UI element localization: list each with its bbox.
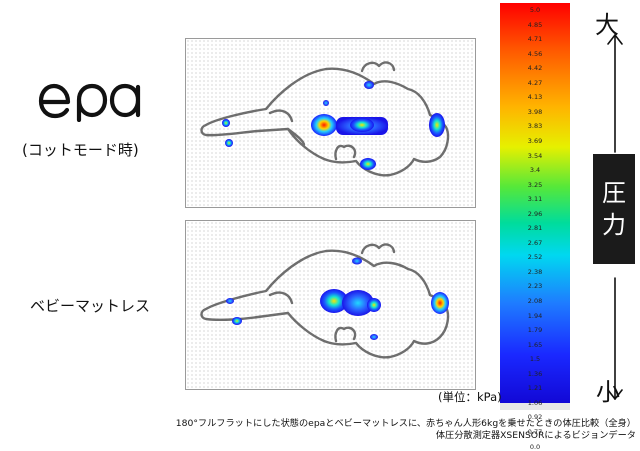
- colorbar-tick-label: 3.54: [527, 151, 543, 160]
- colorbar-tick-label: 3.25: [527, 180, 543, 189]
- colorbar-tick-label: 5.0: [529, 6, 541, 14]
- colorbar-tick-label: 2.67: [527, 238, 543, 247]
- colorbar-tick-label: 1.36: [527, 369, 543, 378]
- pressure-char-2: 力: [602, 211, 626, 239]
- colorbar-tick-label: 0.77: [527, 427, 543, 436]
- colorbar-tick-label: 1.79: [527, 326, 543, 335]
- pressure-blobs: [222, 81, 445, 170]
- colorbar-tick-label: 0.92: [527, 413, 543, 422]
- baby-mattress-label: ベビーマットレス: [30, 297, 151, 315]
- colorbar-tick-label: 4.13: [527, 93, 543, 102]
- epa-logo: [38, 83, 141, 122]
- colorbar-tick-label: 0.0: [529, 442, 541, 451]
- colorbar-tick-label: 4.85: [527, 20, 543, 29]
- colorbar-tick-label: 2.38: [527, 267, 543, 276]
- colorbar-tick-label: 2.81: [527, 224, 543, 233]
- doll-outline: [200, 243, 450, 359]
- colorbar-tick-label: 4.71: [527, 35, 543, 44]
- caption-line-1: 180°フルフラットにした状態のepaとベビーマットレスに、赤ちゃん人形6kgを…: [175, 418, 636, 429]
- colorbar-tick-label: 3.69: [527, 136, 543, 145]
- pressure-char-1: 圧: [602, 178, 626, 207]
- colorbar-tick-label: 2.23: [527, 282, 543, 291]
- colorbar-tick-label: 4.27: [527, 78, 543, 87]
- low-label: 小: [596, 378, 620, 406]
- colorbar-gradient: [500, 3, 570, 403]
- colorbar-tick-label: 1.5: [529, 355, 541, 364]
- colorbar: 5.0 4.85 4.71 4.56 4.42 4.27 4.13 3.98 3.83 3.69 3…: [500, 3, 570, 451]
- colorbar-tick-label: 4.42: [527, 64, 543, 73]
- colorbar-tick-label: 2.96: [527, 209, 543, 218]
- caption: 180°フルフラットにした状態のepaとベビーマットレスに、赤ちゃん人形6kgを…: [176, 418, 636, 442]
- doll-outline: [200, 61, 450, 177]
- colorbar-tick-label: 2.08: [527, 297, 543, 305]
- colorbar-tick-label: 1.06: [527, 398, 543, 407]
- scale-arrow-icon: [607, 34, 623, 400]
- pressure-map-baby-mattress: [185, 220, 476, 390]
- colorbar-tick-label: 3.11: [527, 195, 543, 204]
- colorbar-tick-label: 2.52: [527, 253, 543, 262]
- colorbar-tick-label: 3.4: [529, 166, 541, 175]
- unit-label: (単位：kPa): [438, 390, 502, 404]
- caption-line-2: 体圧分散測定器XSENSORによるビジョンデータ: [435, 429, 636, 441]
- pressure-map-epa: [185, 38, 476, 208]
- pressure-blobs: [226, 257, 449, 340]
- colorbar-tick-label: 4.56: [527, 49, 543, 58]
- pressure-label: 圧 力: [593, 154, 635, 264]
- colorbar-tick-label: 1.65: [527, 340, 543, 349]
- colorbar-tick-label: 1.21: [527, 384, 543, 393]
- colorbar-tick-label: 3.98: [527, 107, 543, 116]
- cot-mode-label: (コットモード時): [22, 141, 139, 159]
- colorbar-tick-label: 1.94: [527, 311, 543, 320]
- colorbar-tick-label: 3.83: [527, 122, 543, 131]
